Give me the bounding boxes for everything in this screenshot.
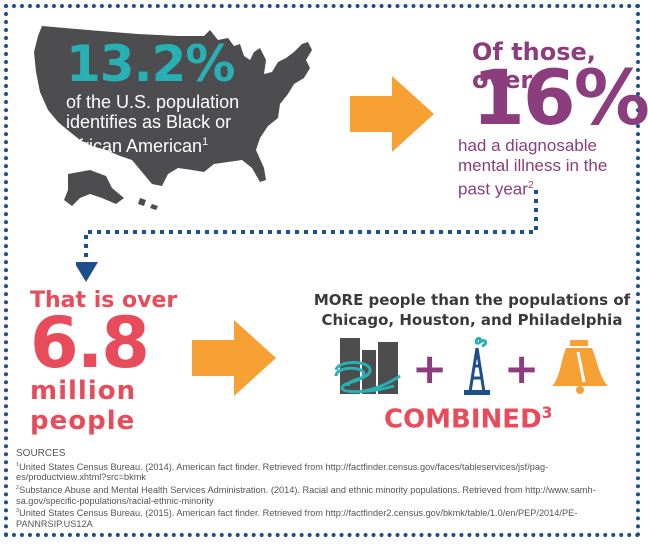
down-arrow-icon — [76, 262, 98, 282]
source-text: es/productview.xhtml?src=bkmk — [16, 472, 146, 483]
comparison-line: Chicago, Houston, and Philadelphia — [321, 311, 623, 329]
stat-line-text: African American — [66, 136, 203, 156]
stat-number-people: 6.8 — [30, 302, 150, 384]
combined-label: COMBINED3 — [384, 404, 553, 435]
chicago-skyline-icon — [334, 338, 401, 394]
stat2-description: had a diagnosable mental illness in the … — [458, 136, 628, 200]
source-line: 1United States Census Bureau. (2014). Am… — [16, 460, 632, 473]
stat-description: of the U.S. population identifies as Bla… — [66, 92, 336, 156]
source-text: Substance Abuse and Mental Health Servic… — [19, 484, 596, 495]
combined-text: COMBINED — [384, 404, 542, 435]
sources-section: SOURCES 1United States Census Bureau. (2… — [16, 448, 632, 530]
stat-line: had a diagnosable — [458, 136, 597, 155]
plus-sign: + — [504, 344, 540, 393]
source-num: 2 — [16, 484, 20, 491]
comparison-text: MORE people than the populations of Chic… — [312, 290, 632, 330]
source-text: PANNRSIP.US12A — [16, 518, 93, 529]
source-line: PANNRSIP.US12A — [16, 519, 632, 530]
comparison-line: MORE people than the populations of — [313, 291, 631, 309]
source-text: United States Census Bureau. (2014). Ame… — [19, 461, 549, 472]
right-arrow-icon — [350, 76, 434, 152]
stat2-lead: Of those, over — [472, 38, 596, 94]
stat-line: past year2 — [458, 176, 628, 200]
stat-line: mental illness in the — [458, 156, 608, 175]
plus-sign: + — [412, 344, 448, 393]
dotted-border — [4, 4, 640, 537]
stat3-unit: million people — [30, 376, 136, 436]
stat-line: of the U.S. population — [66, 92, 240, 112]
source-num: 3 — [16, 508, 20, 515]
right-arrow-icon — [192, 320, 276, 396]
footnote-ref: 3 — [541, 404, 553, 422]
footnote-ref: 1 — [202, 136, 209, 148]
unit-line: million — [30, 376, 137, 406]
source-line: 2Substance Abuse and Mental Health Servi… — [16, 483, 632, 496]
footnote-ref: 2 — [527, 180, 534, 191]
source-num: 1 — [16, 461, 20, 468]
stat-percent-black: 13.2% — [66, 35, 235, 93]
dotted-connector — [76, 190, 538, 282]
stat-line: African American1 — [66, 132, 336, 156]
stat-line-text: past year — [458, 179, 528, 199]
stat-percent-mental-illness: 16% — [472, 53, 648, 142]
us-map-icon — [34, 26, 312, 210]
stat3-lead: That is over — [30, 288, 178, 313]
sources-heading: SOURCES — [16, 448, 66, 459]
oil-derrick-icon — [464, 336, 490, 395]
source-line: 3United States Census Bureau. (2015). Am… — [16, 506, 632, 519]
source-line: es/productview.xhtml?src=bkmk — [16, 472, 632, 483]
source-text: sa.gov/specific-populations/racial-ethni… — [16, 495, 214, 506]
stat-line: identifies as Black or — [66, 112, 232, 132]
source-line: sa.gov/specific-populations/racial-ethni… — [16, 496, 632, 507]
source-text: United States Census Bureau. (2015). Ame… — [19, 508, 578, 519]
unit-line: people — [30, 406, 136, 436]
liberty-bell-icon — [552, 340, 608, 394]
